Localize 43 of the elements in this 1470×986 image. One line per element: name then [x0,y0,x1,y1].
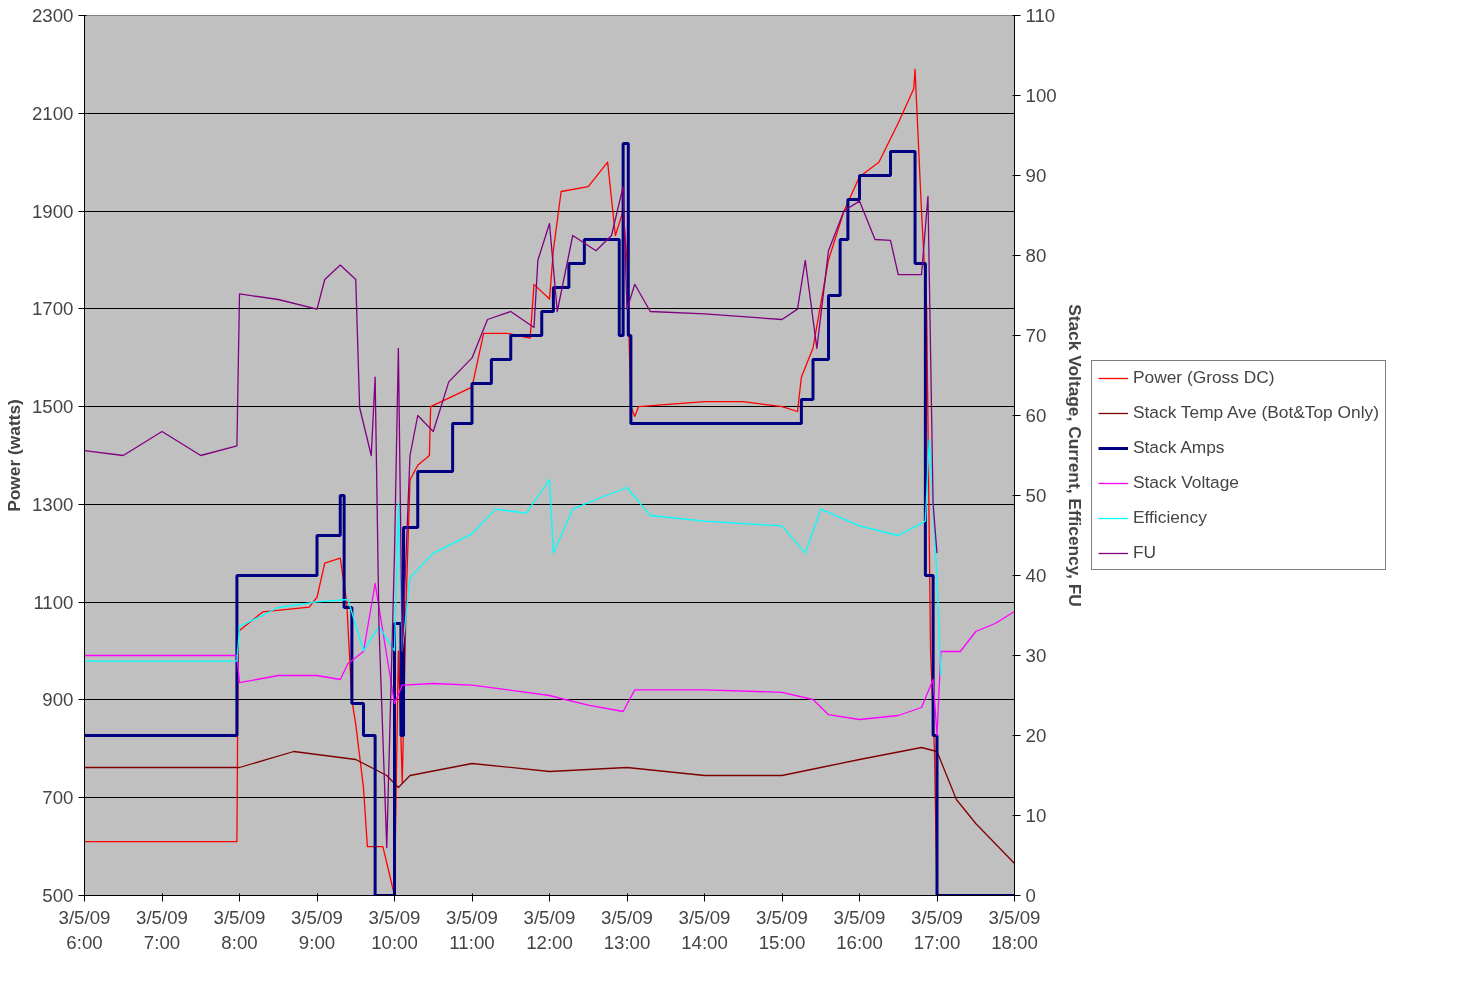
y-tick-label: 700 [42,787,74,809]
y-tick-label: 1700 [32,298,74,320]
y2-tick-label: 10 [1025,805,1047,826]
y-tick-label: 500 [42,885,74,906]
x-tick-label: 3/5/09 7:00 [136,906,188,953]
y-tick-label: 1300 [32,493,74,515]
y2-tick-label: 90 [1025,165,1047,186]
y-tick-label: 1500 [32,396,74,418]
x-tick-label: 3/5/09 15:00 [756,906,808,953]
x-tick-label: 3/5/09 14:00 [678,906,731,953]
y2-tick-label: 50 [1025,485,1047,506]
legend-label: Stack Voltage [1133,472,1239,493]
x-tick-label: 3/5/09 17:00 [911,906,963,953]
x-tick-label: 3/5/09 11:00 [446,906,498,953]
x-tick-label: 3/5/09 18:00 [988,906,1041,953]
y2-tick-label: 40 [1025,565,1047,586]
x-tick-label: 3/5/09 8:00 [213,906,266,953]
legend-label: FU [1133,542,1157,563]
y2-tick-label: 80 [1025,245,1047,266]
y2-tick-label: 100 [1025,85,1057,106]
x-tick-label: 3/5/09 10:00 [368,906,421,953]
y2-tick-label: 30 [1025,645,1047,666]
legend-label: Power (Gross DC) [1133,367,1275,388]
y2-tick-label: 60 [1025,405,1047,426]
y-tick-label: 1900 [32,200,74,222]
legend-label: Efficiency [1133,507,1207,528]
y-tick-label: 2100 [32,102,74,124]
y2-tick-label: 0 [1025,885,1036,906]
legend-label: Stack Amps [1133,437,1225,458]
y2-tick-label: 110 [1025,5,1056,26]
x-tick-label: 3/5/09 12:00 [523,906,576,953]
legend-label: Stack Temp Ave (Bot&Top Only) [1133,402,1379,423]
x-tick-label: 3/5/09 16:00 [833,906,886,953]
y-axis-title: Power (watts) [4,399,24,512]
x-tick-label: 3/5/09 13:00 [601,906,653,953]
y2-axis-title: Stack Voltage, Current, Efficency, FU [1064,304,1085,607]
x-tick-label: 3/5/09 6:00 [58,906,111,953]
y2-tick-label: 20 [1025,725,1047,746]
y2-tick-label: 70 [1025,325,1047,346]
y-tick-label: 2300 [32,5,74,26]
y-tick-label: 900 [42,689,74,711]
x-tick-label: 3/5/09 9:00 [291,906,343,953]
y-tick-label: 1100 [33,591,74,613]
